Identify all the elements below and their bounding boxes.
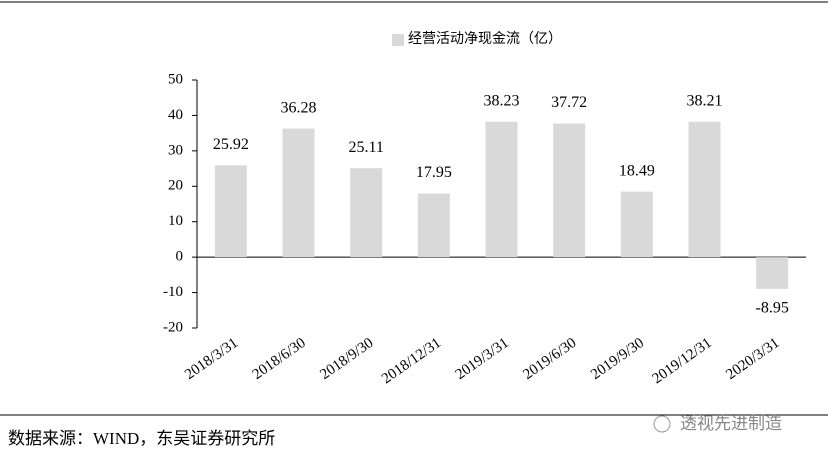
bar bbox=[214, 165, 247, 258]
x-tick-label: 2018/9/30 bbox=[317, 335, 376, 383]
value-label: 17.95 bbox=[416, 164, 452, 181]
y-tick-label: -10 bbox=[163, 284, 183, 300]
value-label: 38.21 bbox=[687, 92, 723, 109]
value-label: -8.95 bbox=[756, 300, 789, 317]
value-label: 25.11 bbox=[348, 139, 383, 156]
x-tick-label: 2019/12/31 bbox=[650, 335, 715, 387]
legend-swatch bbox=[392, 34, 404, 46]
bar bbox=[350, 168, 383, 258]
bar bbox=[688, 121, 721, 258]
source: 数据来源：WIND，东吴证券研究所 bbox=[8, 429, 275, 448]
y-tick-label: 20 bbox=[168, 178, 183, 194]
watermark-icon bbox=[653, 415, 671, 433]
x-tick-label: 2019/6/30 bbox=[520, 335, 579, 383]
value-label: 36.28 bbox=[281, 99, 317, 116]
x-tick-label: 2020/3/31 bbox=[723, 335, 782, 383]
legend-label: 经营活动净现金流（亿） bbox=[408, 31, 562, 47]
x-tick-label: 2019/3/31 bbox=[453, 335, 512, 383]
value-label: 37.72 bbox=[551, 94, 587, 111]
y-tick-label: 0 bbox=[176, 249, 184, 265]
x-tick-label: 2018/3/31 bbox=[182, 335, 241, 383]
y-tick-label: -20 bbox=[163, 319, 183, 335]
y-tick-label: 40 bbox=[168, 107, 183, 123]
x-tick-label: 2019/9/30 bbox=[588, 335, 647, 383]
watermark: 透视先进制造 bbox=[680, 414, 782, 434]
x-tick-label: 2018/12/31 bbox=[379, 335, 444, 387]
y-tick-label: 10 bbox=[168, 213, 183, 229]
y-tick-label: 50 bbox=[168, 71, 183, 87]
value-label: 25.92 bbox=[213, 136, 249, 153]
bar bbox=[417, 193, 450, 258]
bar bbox=[756, 257, 789, 289]
bar bbox=[282, 128, 315, 258]
value-label: 38.23 bbox=[484, 92, 520, 109]
y-tick-label: 30 bbox=[168, 142, 183, 158]
bar bbox=[553, 123, 586, 258]
bar bbox=[485, 121, 518, 258]
x-tick-label: 2018/6/30 bbox=[250, 335, 309, 383]
value-label: 18.49 bbox=[619, 162, 655, 179]
bar bbox=[620, 191, 653, 258]
